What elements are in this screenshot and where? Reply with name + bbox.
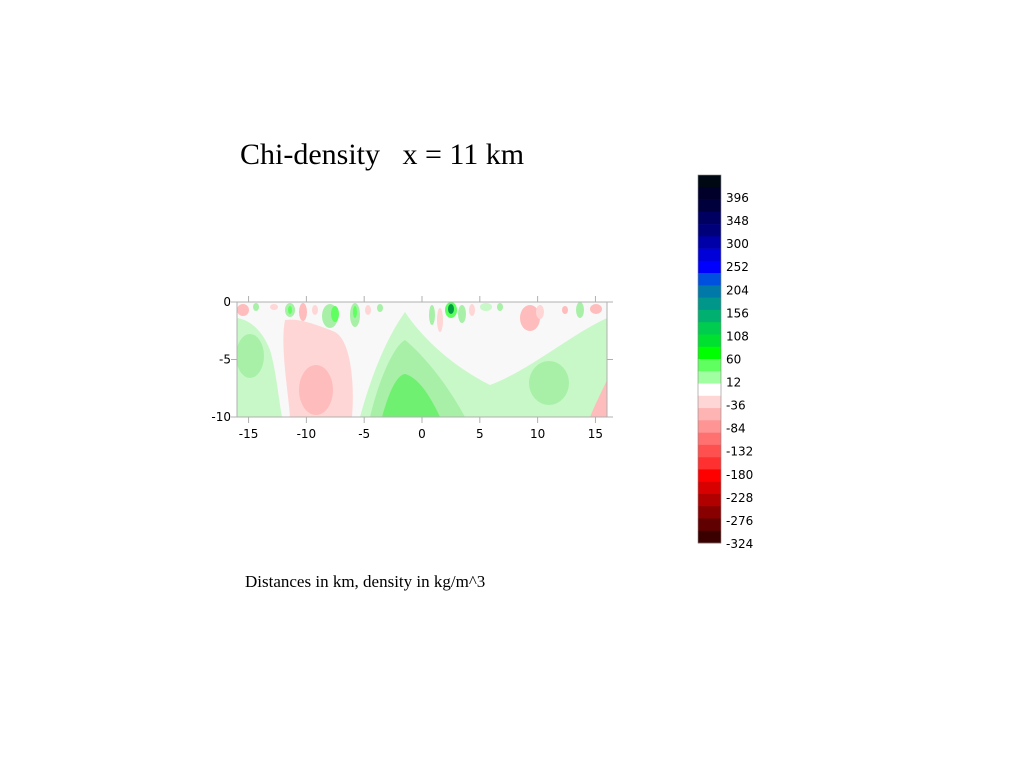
blob	[458, 305, 466, 323]
colorbar-swatch	[698, 322, 721, 335]
colorbar-swatch	[698, 493, 721, 507]
colorbar-label: 396	[726, 191, 749, 205]
colorbar-label: 252	[726, 260, 749, 274]
colorbar-swatch	[698, 518, 721, 532]
x-axis: -15 -10 -5 0 5 10 15	[239, 296, 603, 441]
contour-green-center-core	[382, 374, 440, 417]
colorbar-swatch	[698, 457, 721, 470]
colorbar-swatch	[698, 273, 721, 286]
contour-pink-left-core	[299, 365, 333, 415]
colorbar-label: 204	[726, 283, 749, 297]
colorbar-swatch	[698, 236, 721, 249]
colorbar-swatch	[698, 248, 721, 262]
contour-green-right-core	[529, 361, 569, 405]
blob	[353, 306, 357, 318]
colorbar-frame	[697, 174, 722, 544]
y-tick-label: -5	[219, 353, 231, 367]
colorbar-swatch	[698, 346, 721, 360]
colorbar-label: 300	[726, 237, 749, 251]
contour-pink-right	[590, 380, 607, 417]
colorbar-swatch	[698, 530, 721, 544]
colorbar-swatch	[698, 334, 721, 348]
colorbar-label: -324	[726, 537, 753, 551]
blob	[520, 305, 540, 331]
colorbar-swatch	[698, 309, 721, 323]
blob	[270, 304, 278, 310]
contour-green-left-core	[237, 334, 264, 378]
colorbar-swatch	[698, 383, 721, 397]
blob	[331, 306, 339, 322]
x-tick-label: -15	[239, 427, 259, 441]
blob	[377, 304, 383, 312]
blob	[536, 305, 544, 319]
colorbar-swatch	[698, 187, 721, 200]
y-tick-label: 0	[223, 295, 231, 309]
chart-title: Chi-density x = 11 km	[240, 138, 525, 171]
colorbar-label: 12	[726, 376, 741, 390]
x-tick-label: 5	[476, 427, 484, 441]
colorbar-label: -84	[726, 422, 746, 436]
x-tick-label: -10	[297, 427, 317, 441]
y-axis: 0 -5 -10	[211, 295, 613, 424]
colorbar-swatch	[698, 395, 721, 409]
colorbar-swatch	[698, 481, 721, 495]
colorbar: 396 348 300 252 204 156 108 60 12 -36 -84 -132 -180 -…	[697, 174, 753, 551]
colorbar-swatch	[698, 420, 721, 433]
x-tick-label: 15	[588, 427, 603, 441]
blob	[299, 303, 307, 321]
blob	[590, 304, 602, 314]
blob	[288, 306, 292, 314]
colorbar-swatch	[698, 175, 721, 188]
colorbar-swatch	[698, 297, 721, 311]
colorbar-label: -276	[726, 514, 753, 528]
colorbar-swatch	[698, 469, 721, 482]
blob	[480, 303, 492, 311]
colorbar-swatch	[698, 371, 721, 384]
colorbar-swatch	[698, 506, 721, 519]
blob	[448, 304, 454, 314]
colorbar-label: -132	[726, 445, 753, 459]
colorbar-swatch	[698, 359, 721, 372]
colorbar-label: 348	[726, 214, 749, 228]
colorbar-label: -228	[726, 491, 753, 505]
colorbar-label: 108	[726, 329, 749, 343]
colorbar-label: 156	[726, 306, 749, 320]
colorbar-swatch	[698, 211, 721, 225]
blob	[429, 305, 435, 325]
x-tick-label: 0	[418, 427, 426, 441]
colorbar-swatch	[698, 260, 721, 274]
blob	[562, 306, 568, 314]
blob	[497, 303, 503, 311]
caption: Distances in km, density in kg/m^3	[245, 572, 486, 591]
blob	[576, 302, 584, 318]
colorbar-swatch	[698, 199, 721, 213]
colorbar-swatch	[698, 432, 721, 446]
blob	[253, 303, 259, 311]
colorbar-label: 60	[726, 352, 741, 366]
x-tick-label: -5	[358, 427, 370, 441]
blob	[237, 304, 249, 316]
colorbar-swatch	[698, 285, 721, 298]
blob	[437, 308, 443, 332]
contour-field	[236, 301, 608, 418]
colorbar-swatch	[698, 408, 721, 421]
blob	[365, 305, 371, 315]
colorbar-swatch	[698, 444, 721, 458]
blob	[469, 304, 475, 316]
colorbar-label: -180	[726, 468, 753, 482]
x-tick-label: 10	[530, 427, 545, 441]
blob	[312, 305, 318, 315]
y-tick-label: -10	[211, 410, 231, 424]
colorbar-swatch	[698, 224, 721, 237]
colorbar-label: -36	[726, 399, 746, 413]
